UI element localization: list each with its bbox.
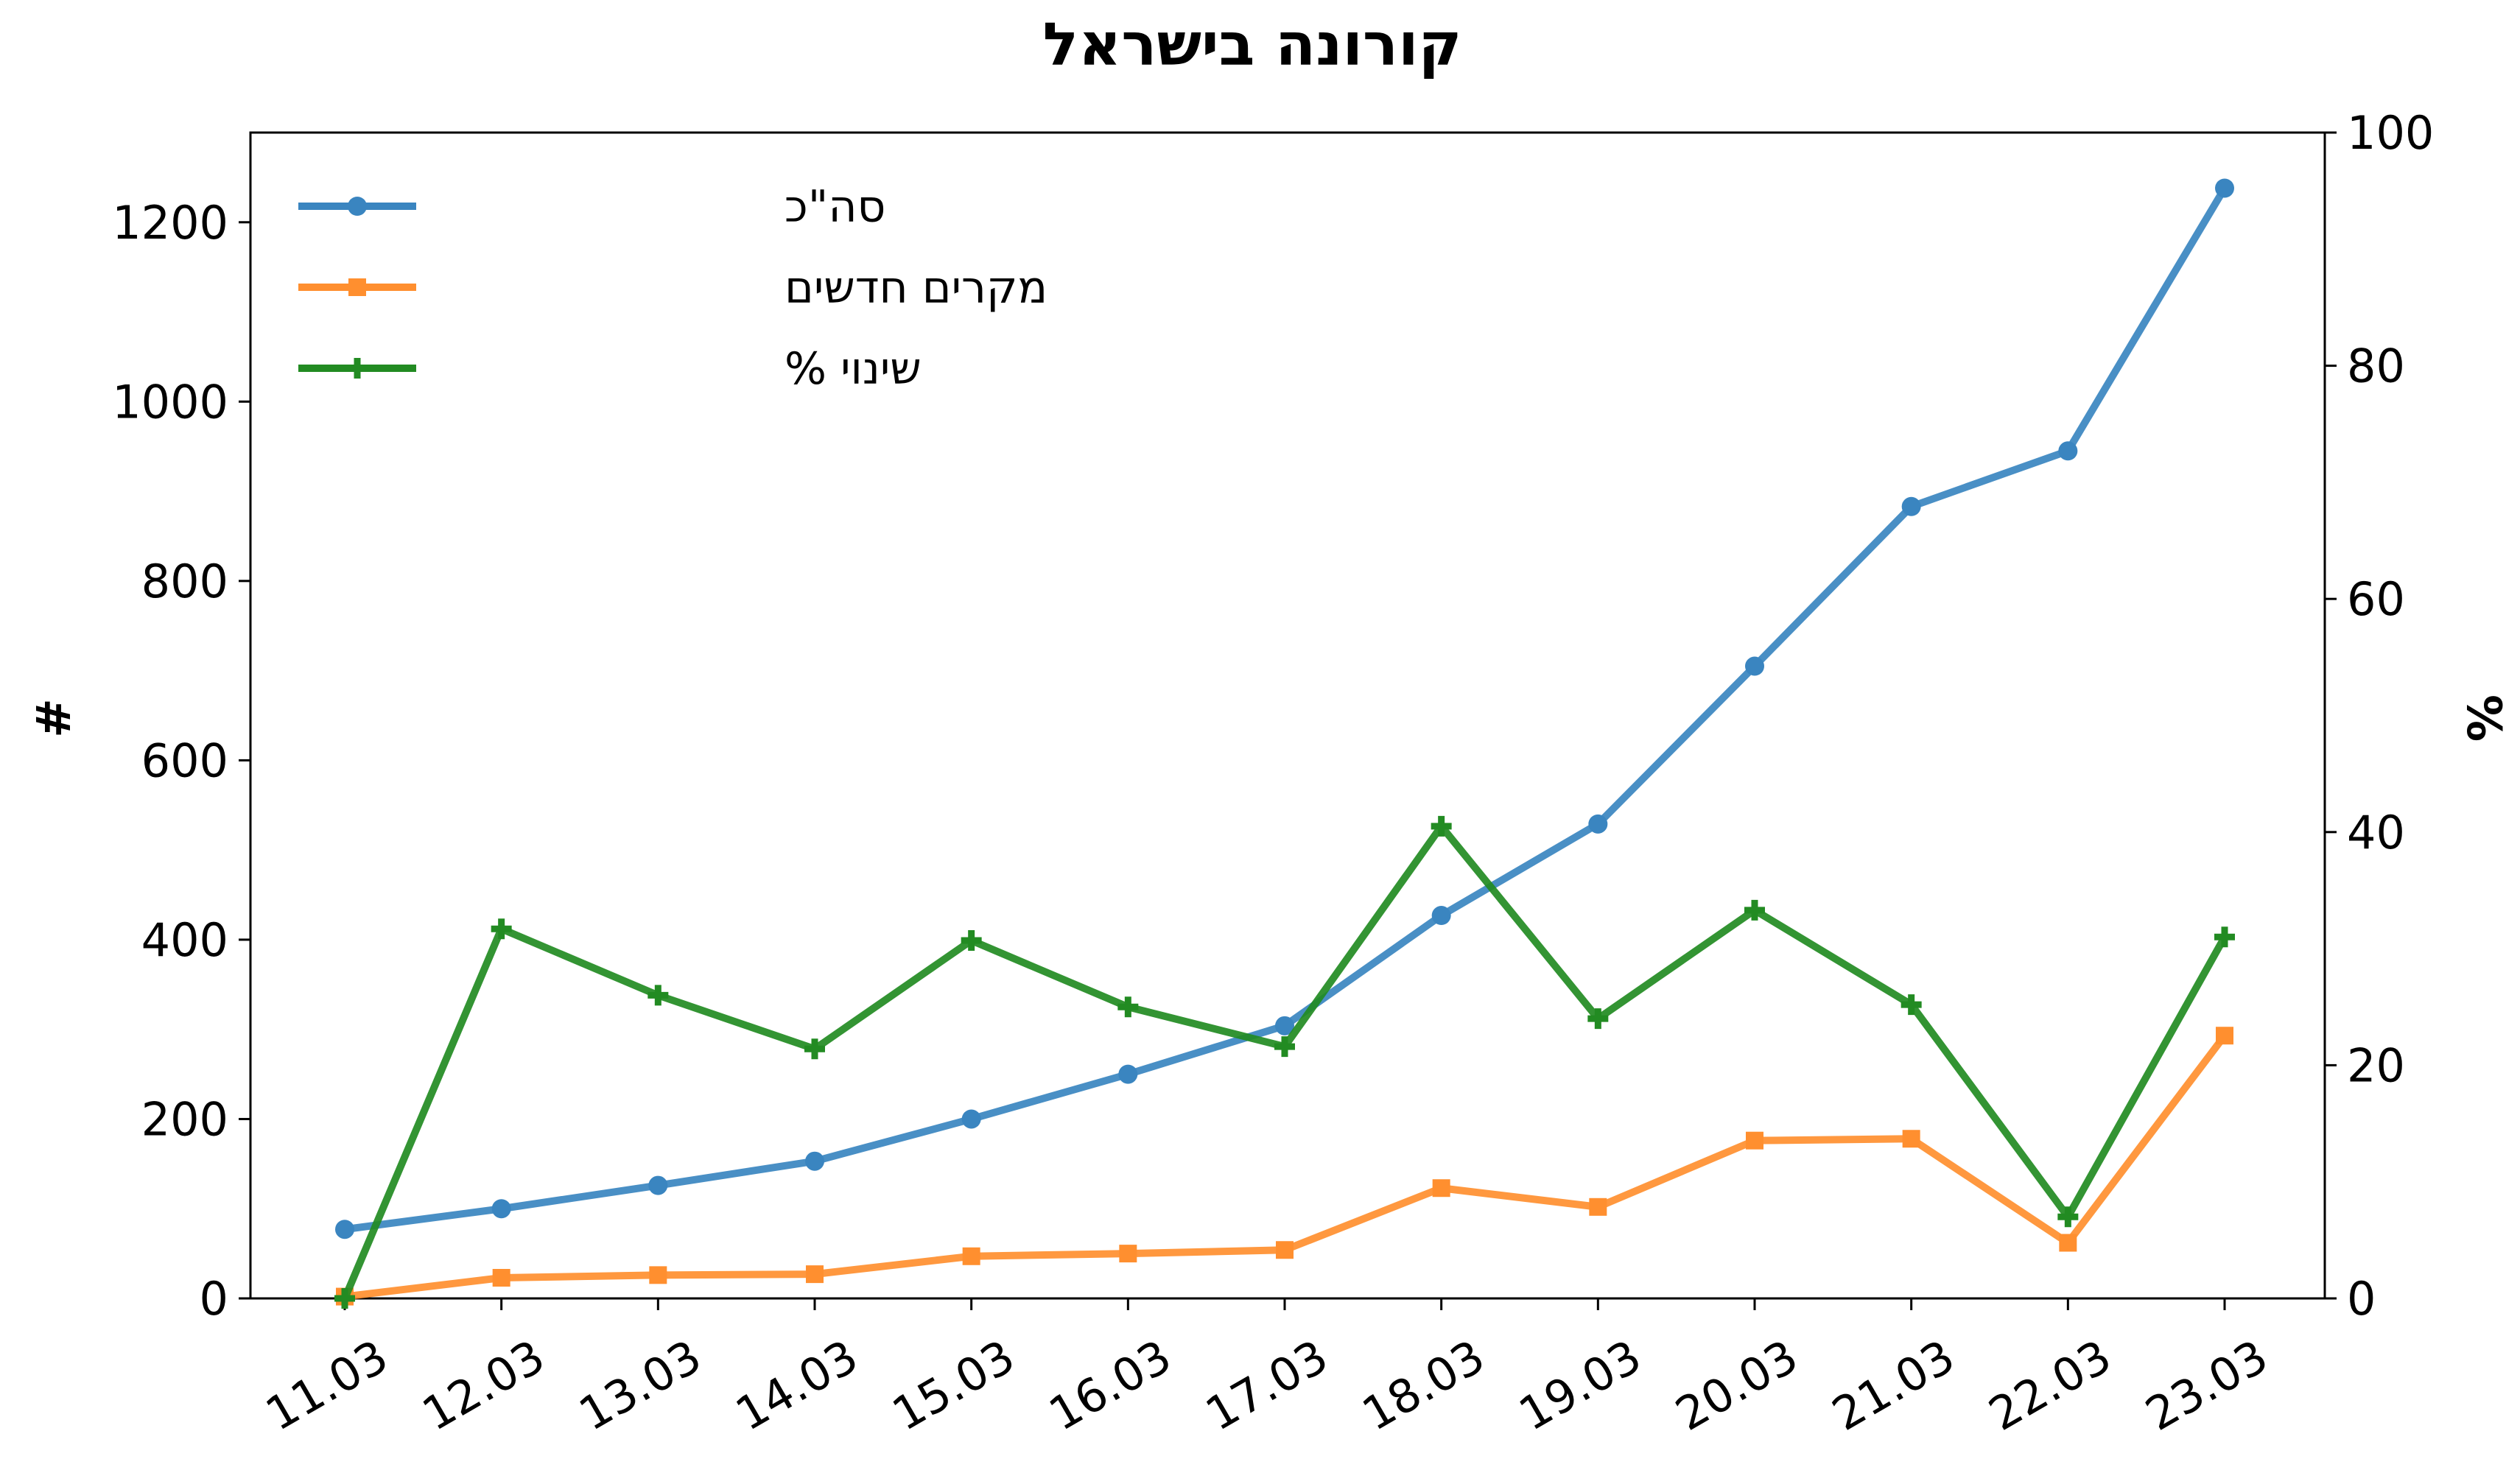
data-point: [1744, 899, 1765, 921]
x-tick-label: 14.03: [726, 1329, 866, 1441]
data-point: [2216, 1027, 2233, 1045]
data-point: [1275, 1016, 1294, 1035]
x-tick-label: 13.03: [570, 1329, 710, 1441]
data-point: [2059, 1234, 2077, 1252]
data-point: [1431, 815, 1452, 837]
data-point: [961, 930, 982, 952]
y-tick-label: 800: [141, 555, 228, 608]
y2-tick-label: 80: [2347, 340, 2405, 393]
data-point: [1587, 1008, 1609, 1030]
data-point: [2057, 1206, 2079, 1228]
legend-label: סה"כ: [785, 181, 885, 233]
plot-frame: [249, 131, 2326, 1300]
x-axis: 11.03 12.03 13.03 14.03 15.03 16.03 17.03 18.03…: [256, 1298, 2277, 1441]
series-line: [341, 822, 2228, 1302]
series-line: [341, 184, 2228, 1234]
legend-swatch-marker: [347, 358, 368, 379]
data-point: [805, 1151, 824, 1171]
series-3: [334, 815, 2235, 1309]
data-point: [961, 1109, 981, 1129]
data-point: [804, 1038, 825, 1060]
y2-tick-label: 60: [2347, 572, 2405, 626]
data-point: [334, 1288, 355, 1309]
legend-item: שינוי %: [298, 343, 922, 395]
data-point: [1432, 1179, 1450, 1198]
data-point: [1274, 1036, 1295, 1058]
y-tick-label: 0: [200, 1272, 228, 1326]
data-point: [1901, 496, 1921, 516]
data-point: [647, 985, 669, 1006]
data-point: [962, 1247, 980, 1265]
x-tick-label: 18.03: [1353, 1329, 1493, 1441]
data-point: [1119, 1245, 1137, 1263]
x-tick-label: 21.03: [1823, 1329, 1963, 1441]
x-tick-label: 15.03: [883, 1329, 1023, 1441]
y-axis-title: #: [27, 698, 82, 738]
data-point: [1589, 1198, 1607, 1216]
series-2: [336, 1027, 2233, 1306]
y-tick-label: 400: [141, 913, 228, 967]
x-tick-label: 22.03: [1980, 1329, 2120, 1441]
data-point: [2214, 926, 2235, 948]
y-tick-label: 600: [141, 734, 228, 787]
x-tick-label: 20.03: [1666, 1329, 1806, 1441]
data-point: [1900, 994, 1922, 1016]
x-tick-label: 17.03: [1196, 1329, 1336, 1441]
data-point: [1588, 814, 1608, 834]
series-layer: [334, 178, 2235, 1309]
data-point: [649, 1266, 667, 1284]
y2-tick-label: 40: [2347, 806, 2405, 859]
y-tick-label: 1000: [112, 375, 228, 429]
legend-label: שינוי %: [785, 343, 922, 395]
data-point: [1746, 1131, 1763, 1150]
data-point: [1117, 996, 1139, 1018]
legend: סה"כ מקרים חדשים שינוי %: [298, 181, 1047, 395]
data-point: [2215, 178, 2234, 198]
y2-axis: 0 20 40 60 80 100: [2325, 106, 2434, 1326]
data-point: [1745, 656, 1764, 676]
legend-swatch-marker: [348, 278, 366, 296]
y2-tick-label: 20: [2347, 1038, 2405, 1092]
data-point: [1902, 1130, 1920, 1148]
x-tick-label: 12.03: [413, 1329, 553, 1441]
data-point: [335, 1220, 354, 1239]
x-tick-label: 11.03: [256, 1329, 396, 1441]
x-tick-label: 23.03: [2136, 1329, 2276, 1441]
legend-item: סה"כ: [298, 181, 885, 233]
data-point: [2058, 441, 2078, 461]
legend-label: מקרים חדשים: [785, 262, 1047, 314]
y2-tick-label: 0: [2347, 1272, 2376, 1326]
x-tick-label: 19.03: [1510, 1329, 1650, 1441]
data-point: [1276, 1241, 1294, 1259]
series-1: [335, 178, 2234, 1239]
data-point: [1431, 906, 1451, 926]
data-point: [806, 1265, 824, 1284]
y-tick-label: 1200: [112, 196, 228, 250]
legend-item: מקרים חדשים: [298, 262, 1047, 314]
data-point: [1118, 1064, 1138, 1084]
data-point: [492, 1268, 510, 1287]
data-point: [648, 1175, 668, 1195]
data-point: [491, 1199, 511, 1219]
y-tick-label: 200: [141, 1092, 228, 1146]
y-axis: 0 200 400 600 800 1000 1200: [112, 196, 250, 1326]
y2-tick-label: 100: [2347, 106, 2434, 160]
legend-swatch-marker: [348, 197, 367, 216]
data-point: [491, 918, 512, 940]
y2-axis-title: %: [2456, 694, 2510, 742]
chart-title: קורונה בישראל: [1043, 10, 1462, 79]
x-tick-label: 16.03: [1040, 1329, 1180, 1441]
